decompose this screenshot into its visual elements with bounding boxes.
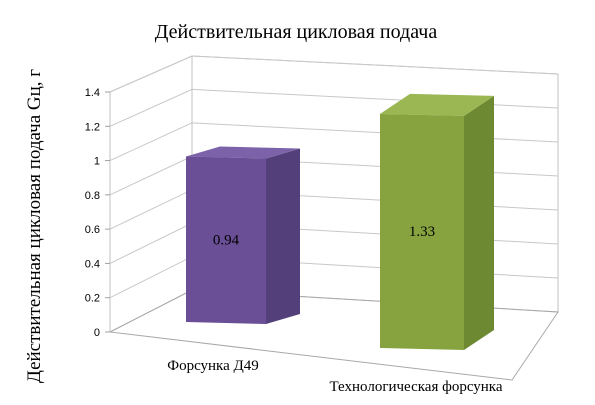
y-tick-label: 1.4 bbox=[85, 87, 100, 99]
bar-top bbox=[380, 93, 494, 116]
bar bbox=[380, 113, 464, 350]
y-tick-label: 0.4 bbox=[85, 258, 100, 270]
y-tick-label: 0.6 bbox=[85, 224, 100, 236]
chart-title: Действительная цикловая подача bbox=[155, 21, 438, 43]
data-label: 0.94 bbox=[213, 232, 240, 248]
category-label: Форсунка Д49 bbox=[167, 358, 259, 374]
category-label: Технологическая форсунка bbox=[329, 379, 502, 395]
y-tick-label: 0.8 bbox=[85, 190, 100, 202]
bar-side bbox=[464, 95, 494, 350]
y-axis-label: Действительная цикловая подача Gц, г bbox=[24, 69, 45, 383]
y-tick-label: 1 bbox=[94, 156, 100, 168]
floor bbox=[108, 289, 559, 381]
y-tick-label: 0.2 bbox=[85, 293, 100, 305]
y-tick-label: 0 bbox=[94, 327, 100, 339]
bar-top bbox=[186, 146, 300, 159]
gridline bbox=[109, 55, 559, 93]
data-label: 1.33 bbox=[409, 224, 435, 240]
y-tick-label: 1.2 bbox=[85, 121, 100, 133]
bar-side bbox=[266, 148, 300, 324]
bar bbox=[186, 156, 266, 324]
plot-area: 0 0.2 0.4 0.6 0.8 1 1.2 1.4 0.94 Форсунка Д49 1.33… bbox=[85, 55, 559, 395]
